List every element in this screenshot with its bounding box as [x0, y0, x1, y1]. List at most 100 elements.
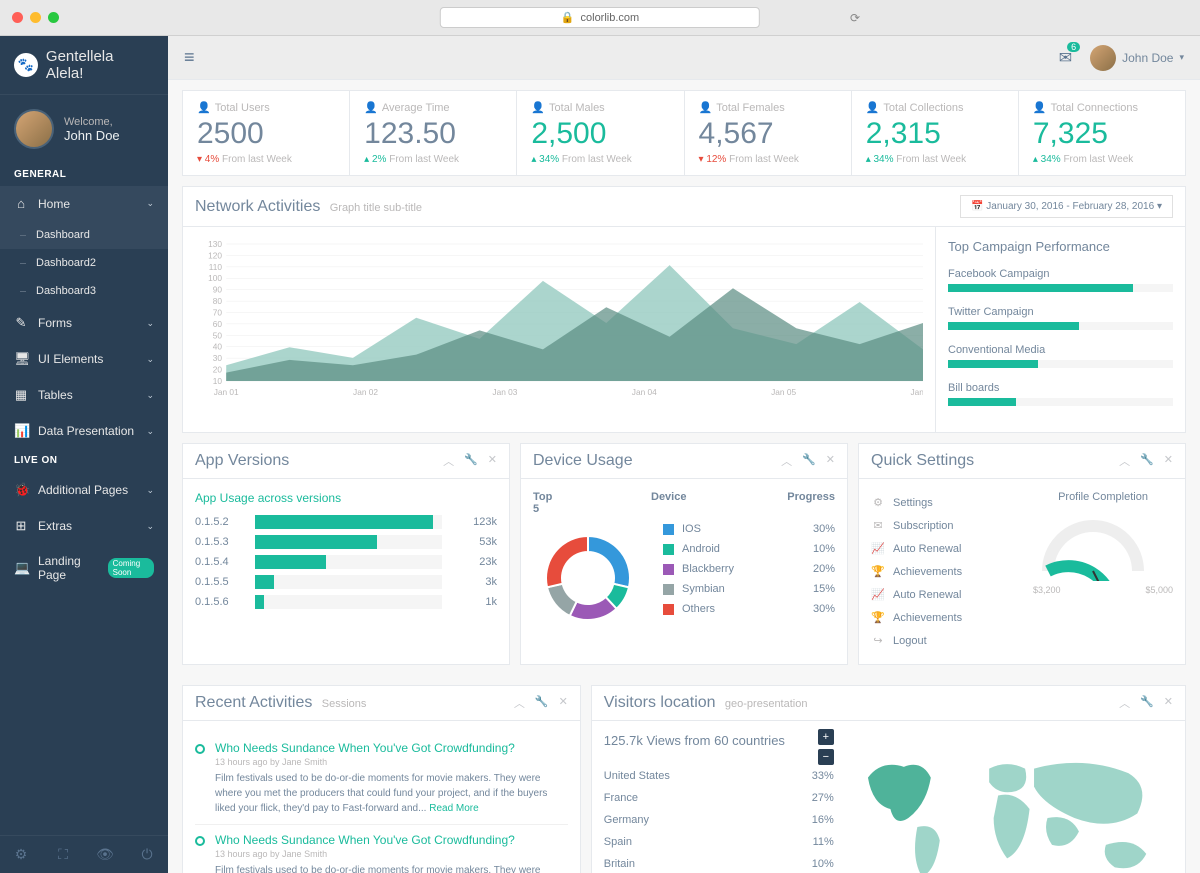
app-version-row: 0.1.5.5 3k — [195, 575, 497, 589]
avatar[interactable] — [14, 109, 54, 149]
device-row: Symbian 15% — [663, 583, 835, 595]
wrench-icon[interactable]: 🔧 — [1140, 453, 1154, 469]
home-icon: ⌂ — [14, 196, 28, 211]
chevron-down-icon: ⌄ — [146, 198, 154, 209]
brand-text: Gentellela Alela! — [46, 48, 154, 82]
campaign-row: Facebook Campaign — [948, 268, 1173, 292]
sidebar-item-extras[interactable]: ⊞Extras⌄ — [0, 508, 168, 544]
stat-tile: 👤Total Connections 7,325 ▴ 34% From last… — [1019, 91, 1185, 175]
stat-tile: 👤Average Time 123.50 ▴ 2% From last Week — [350, 91, 517, 175]
svg-text:Jan 05: Jan 05 — [771, 388, 796, 397]
network-activities-panel: Network Activities Graph title sub-title… — [182, 186, 1186, 433]
wrench-icon[interactable]: 🔧 — [535, 695, 549, 711]
sidebar-item-tables[interactable]: ▦Tables⌄ — [0, 377, 168, 413]
device-row: Blackberry 20% — [663, 563, 835, 575]
fullscreen-icon[interactable]: ⛶ — [42, 836, 84, 873]
sidebar-subitem-dashboard[interactable]: Dashboard — [0, 221, 168, 249]
panel-title: Network Activities — [195, 198, 320, 215]
browser-chrome: 🔒 colorlib.com ⟳ — [0, 0, 1200, 36]
close-icon[interactable]: ✕ — [488, 453, 497, 469]
settings-icon[interactable]: ⚙ — [0, 836, 42, 873]
world-map[interactable] — [850, 733, 1173, 873]
user-dropdown[interactable]: John Doe ▾ — [1090, 45, 1184, 71]
device-row: IOS 30% — [663, 523, 835, 535]
activity-title[interactable]: Who Needs Sundance When You've Got Crowd… — [215, 833, 568, 847]
qs-icon: 📈 — [871, 542, 885, 555]
close-icon[interactable]: ✕ — [1164, 453, 1173, 469]
reload-icon[interactable]: ⟳ — [850, 11, 860, 25]
close-icon[interactable] — [12, 12, 23, 23]
panel-subtitle: Graph title sub-title — [330, 202, 422, 214]
svg-text:Jan 03: Jan 03 — [492, 388, 517, 397]
notifications[interactable]: ✉6 — [1059, 48, 1072, 68]
svg-text:30: 30 — [213, 354, 223, 363]
laptop-icon: 💻 — [14, 560, 28, 576]
sidebar-item-forms[interactable]: ✎Forms⌄ — [0, 305, 168, 341]
wrench-icon[interactable]: 🔧 — [1140, 695, 1154, 711]
sidebar-subitem-dashboard3[interactable]: Dashboard3 — [0, 277, 168, 305]
qs-item[interactable]: 📈Auto Renewal — [871, 537, 1033, 560]
maximize-icon[interactable] — [48, 12, 59, 23]
quick-settings-panel: Quick Settings︿🔧✕ ⚙Settings✉Subscription… — [858, 443, 1186, 665]
close-icon[interactable]: ✕ — [559, 695, 568, 711]
visitor-country-row: Germany16% — [604, 809, 834, 831]
qs-item[interactable]: 📈Auto Renewal — [871, 583, 1033, 606]
visitor-country-row: Spain11% — [604, 831, 834, 853]
sidebar-subitem-dashboard2[interactable]: Dashboard2 — [0, 249, 168, 277]
qs-icon: 🏆 — [871, 565, 885, 578]
qs-item[interactable]: 🏆Achievements — [871, 560, 1033, 583]
collapse-icon[interactable]: ︿ — [514, 695, 525, 711]
collapse-icon[interactable]: ︿ — [781, 453, 792, 469]
minimize-icon[interactable] — [30, 12, 41, 23]
stat-tile: 👤Total Females 4,567 ▾ 12% From last Wee… — [685, 91, 852, 175]
color-swatch — [663, 544, 674, 555]
visitor-country-row: United States33% — [604, 765, 834, 787]
app-version-row: 0.1.5.3 53k — [195, 535, 497, 549]
read-more-link[interactable]: Read More — [429, 803, 478, 814]
hamburger-icon[interactable]: ≡ — [184, 47, 195, 68]
main: ≡ ✉6 John Doe ▾ 👤Total Users 2500 ▾ 4% F… — [168, 36, 1200, 873]
zoom-out-icon[interactable]: − — [818, 749, 834, 765]
url-bar[interactable]: 🔒 colorlib.com — [440, 7, 760, 28]
user-name: John Doe — [1122, 51, 1173, 65]
zoom-in-icon[interactable]: + — [818, 729, 834, 745]
logout-icon[interactable]: ⏻ — [126, 836, 168, 873]
brand[interactable]: 🐾 Gentellela Alela! — [0, 36, 168, 95]
sidebar-item-data[interactable]: 📊Data Presentation⌄ — [0, 413, 168, 449]
activity-title[interactable]: Who Needs Sundance When You've Got Crowd… — [215, 741, 568, 755]
qs-item[interactable]: ⚙Settings — [871, 491, 1033, 514]
lock-icon: 🔒 — [561, 11, 575, 24]
qs-item[interactable]: 🏆Achievements — [871, 606, 1033, 629]
svg-text:40: 40 — [213, 343, 223, 352]
svg-text:Jan 02: Jan 02 — [353, 388, 378, 397]
user-icon: 👤 — [197, 101, 211, 114]
qs-icon: ✉ — [871, 519, 885, 532]
app-version-row: 0.1.5.2 123k — [195, 515, 497, 529]
color-swatch — [663, 604, 674, 615]
qs-item[interactable]: ↪Logout — [871, 629, 1033, 652]
wrench-icon[interactable]: 🔧 — [464, 453, 478, 469]
traffic-lights — [12, 12, 59, 23]
sidebar-item-pages[interactable]: 🐞Additional Pages⌄ — [0, 472, 168, 508]
collapse-icon[interactable]: ︿ — [1119, 453, 1130, 469]
table-icon: ▦ — [14, 387, 28, 403]
close-icon[interactable]: ✕ — [1164, 695, 1173, 711]
qs-icon: 🏆 — [871, 611, 885, 624]
panel-title: Visitors location — [604, 694, 716, 711]
panel-title: Device Usage — [533, 452, 633, 470]
daterange-picker[interactable]: 📅 January 30, 2016 - February 28, 2016 ▾ — [960, 195, 1173, 218]
collapse-icon[interactable]: ︿ — [443, 453, 454, 469]
svg-text:70: 70 — [213, 309, 223, 318]
svg-text:90: 90 — [213, 286, 223, 295]
sidebar-item-ui[interactable]: 🖥UI Elements⌄ — [0, 341, 168, 377]
close-icon[interactable]: ✕ — [826, 453, 835, 469]
svg-text:10: 10 — [213, 377, 223, 386]
svg-text:Jan 01: Jan 01 — [214, 388, 239, 397]
wrench-icon[interactable]: 🔧 — [802, 453, 816, 469]
sidebar-item-home[interactable]: ⌂Home ⌄ — [0, 186, 168, 221]
qs-item[interactable]: ✉Subscription — [871, 514, 1033, 537]
lock-icon[interactable]: 👁 — [84, 836, 126, 873]
sidebar-item-landing[interactable]: 💻Landing PageComing Soon — [0, 544, 168, 592]
collapse-icon[interactable]: ︿ — [1119, 695, 1130, 711]
panel-title: Recent Activities — [195, 694, 312, 711]
